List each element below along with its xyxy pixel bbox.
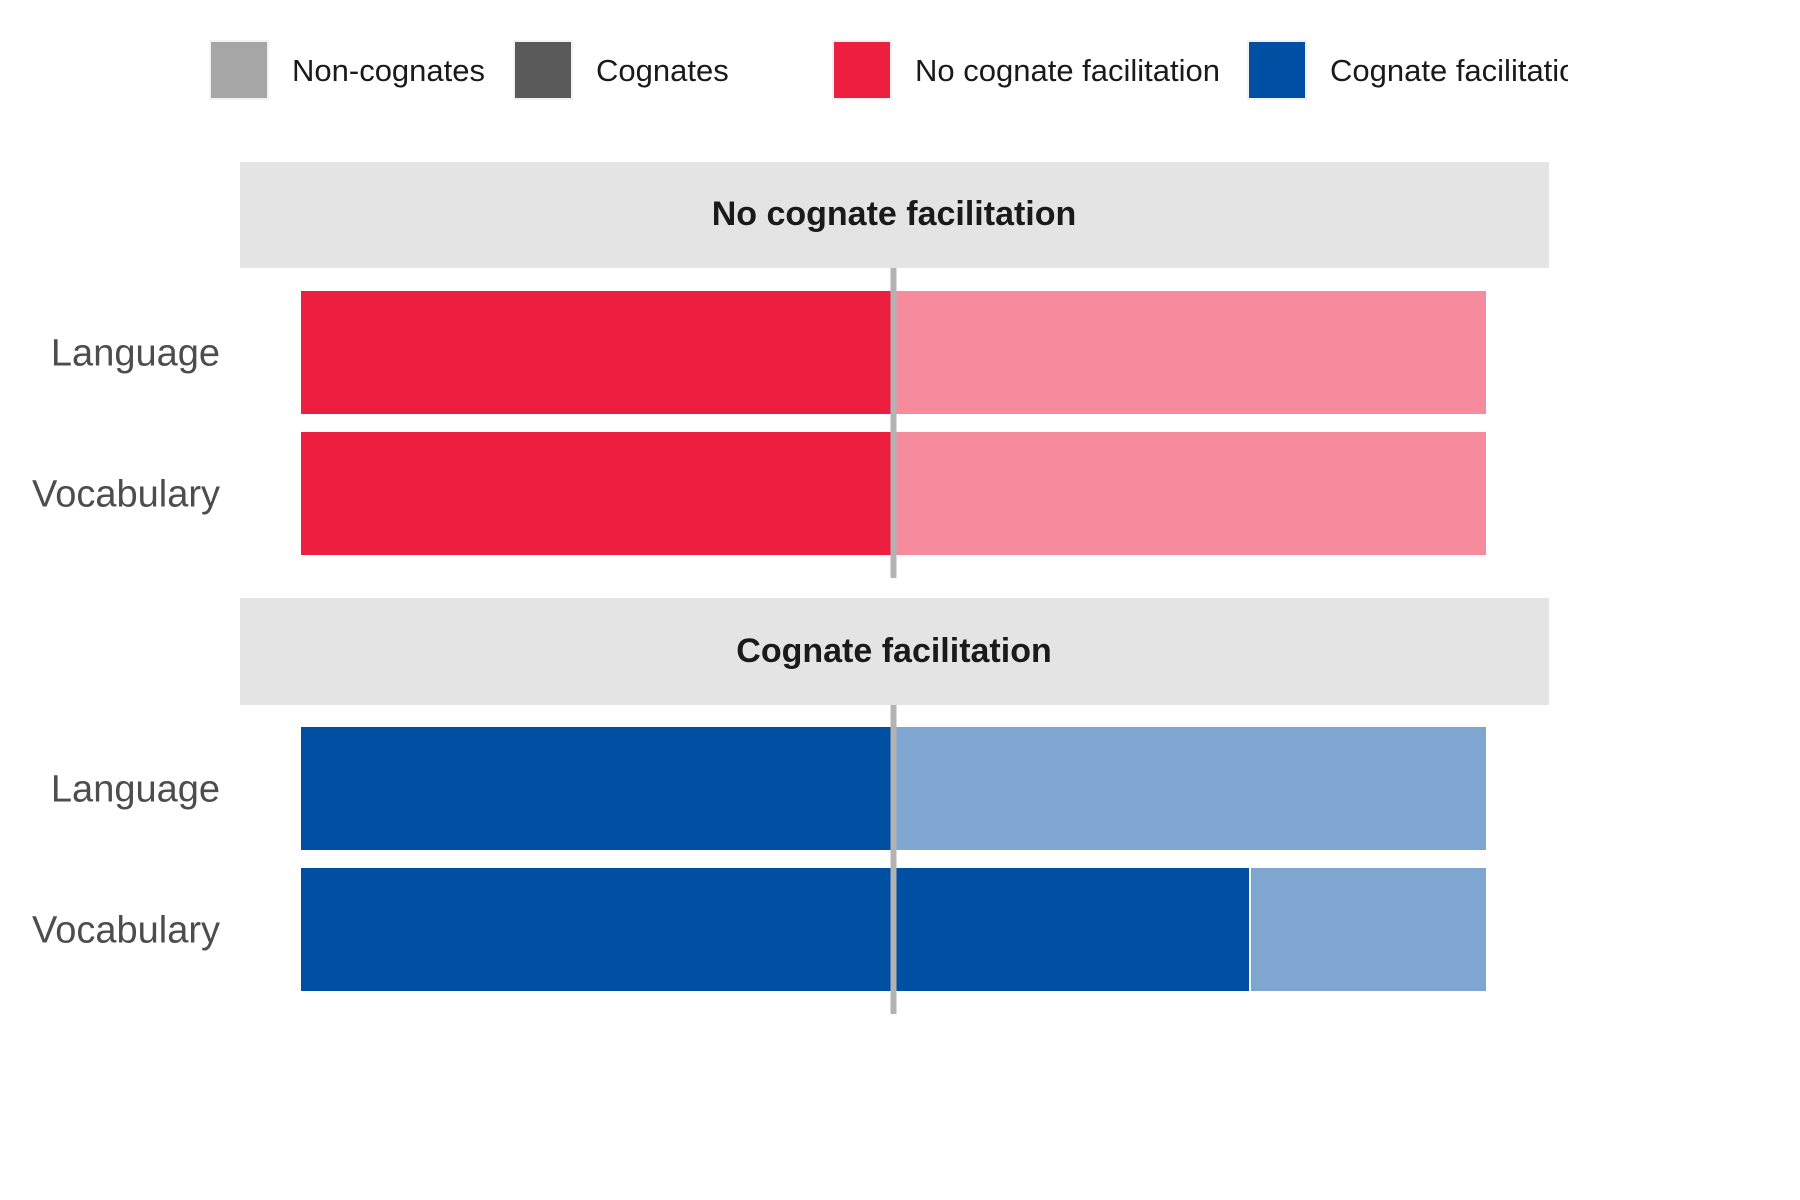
chart: No cognate facilitation Language Vocabular… <box>32 162 1549 1014</box>
category-label: Vocabulary <box>32 474 220 516</box>
legend-label: Cognate facilitation <box>1330 53 1568 88</box>
bar-segment <box>1251 868 1486 991</box>
legend-label: No cognate facilitation <box>915 53 1221 88</box>
category-label: Vocabulary <box>32 910 220 952</box>
bar-segment <box>895 868 1249 991</box>
bar-segment <box>895 727 1486 850</box>
legend-key-non-cognates <box>209 40 269 100</box>
bar-segment <box>301 727 894 850</box>
legend-label: Cognates <box>596 53 729 88</box>
legend-key-cognate-facilitation <box>1247 40 1307 100</box>
legend: Non-cognates Cognates No cognate facilit… <box>0 0 1568 140</box>
legend-label: Non-cognates <box>292 53 486 88</box>
bar-segment <box>895 432 1486 555</box>
panel-title: No cognate facilitation <box>712 195 1077 233</box>
panel-title: Cognate facilitation <box>736 632 1051 670</box>
legend-key-cognates <box>513 40 573 100</box>
bar-segment <box>301 291 894 414</box>
panel-strip-no-cognate-facilitation <box>240 162 1549 268</box>
bar-segment <box>301 868 894 991</box>
category-label: Language <box>51 333 220 375</box>
panel-strip-cognate-facilitation <box>240 598 1549 705</box>
bar-segment <box>301 432 894 555</box>
legend-key-no-cognate-facilitation <box>832 40 892 100</box>
category-label: Language <box>51 769 220 811</box>
bar-segment <box>895 291 1486 414</box>
